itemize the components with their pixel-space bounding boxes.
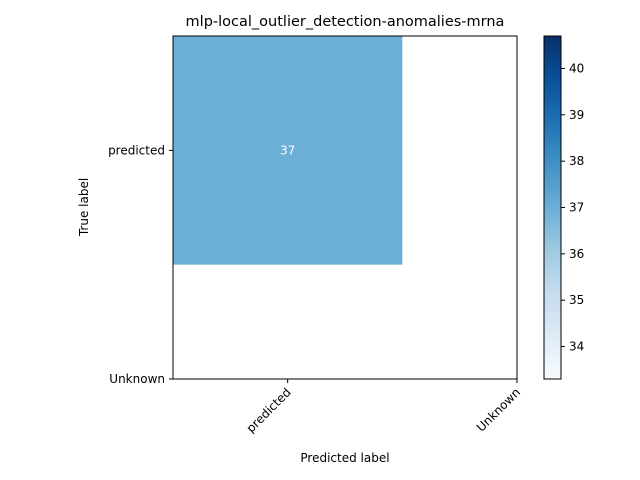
colorbar-tick-label: 37 — [569, 201, 584, 215]
colorbar-tick-label: 35 — [569, 293, 584, 307]
x-tick-label-predicted: predicted — [244, 385, 294, 435]
x-tick-label-unknown: Unknown — [474, 385, 523, 434]
colorbar: 34 35 36 37 38 39 40 — [543, 35, 584, 380]
cell-value-label: 37 — [280, 143, 295, 157]
plot-frame — [172, 35, 518, 380]
x-axis-label: Predicted label — [300, 451, 389, 465]
colorbar-tick-label: 38 — [569, 154, 584, 168]
colorbar-gradient — [544, 36, 561, 379]
heatmap-cell-predicted-predicted — [173, 36, 403, 265]
colorbar-tick-label: 40 — [569, 61, 584, 75]
y-axis-label: True label — [77, 178, 91, 237]
plot-area: 37 predicted Unknown predicted Unknown — [108, 35, 523, 435]
colorbar-tick-label: 34 — [569, 340, 584, 354]
colorbar-tick-label: 36 — [569, 247, 584, 261]
y-tick-label-predicted: predicted — [108, 143, 165, 157]
colorbar-tick-label: 39 — [569, 108, 584, 122]
chart-title: mlp-local_outlier_detection-anomalies-mr… — [186, 14, 505, 30]
y-tick-label-unknown: Unknown — [109, 372, 165, 386]
